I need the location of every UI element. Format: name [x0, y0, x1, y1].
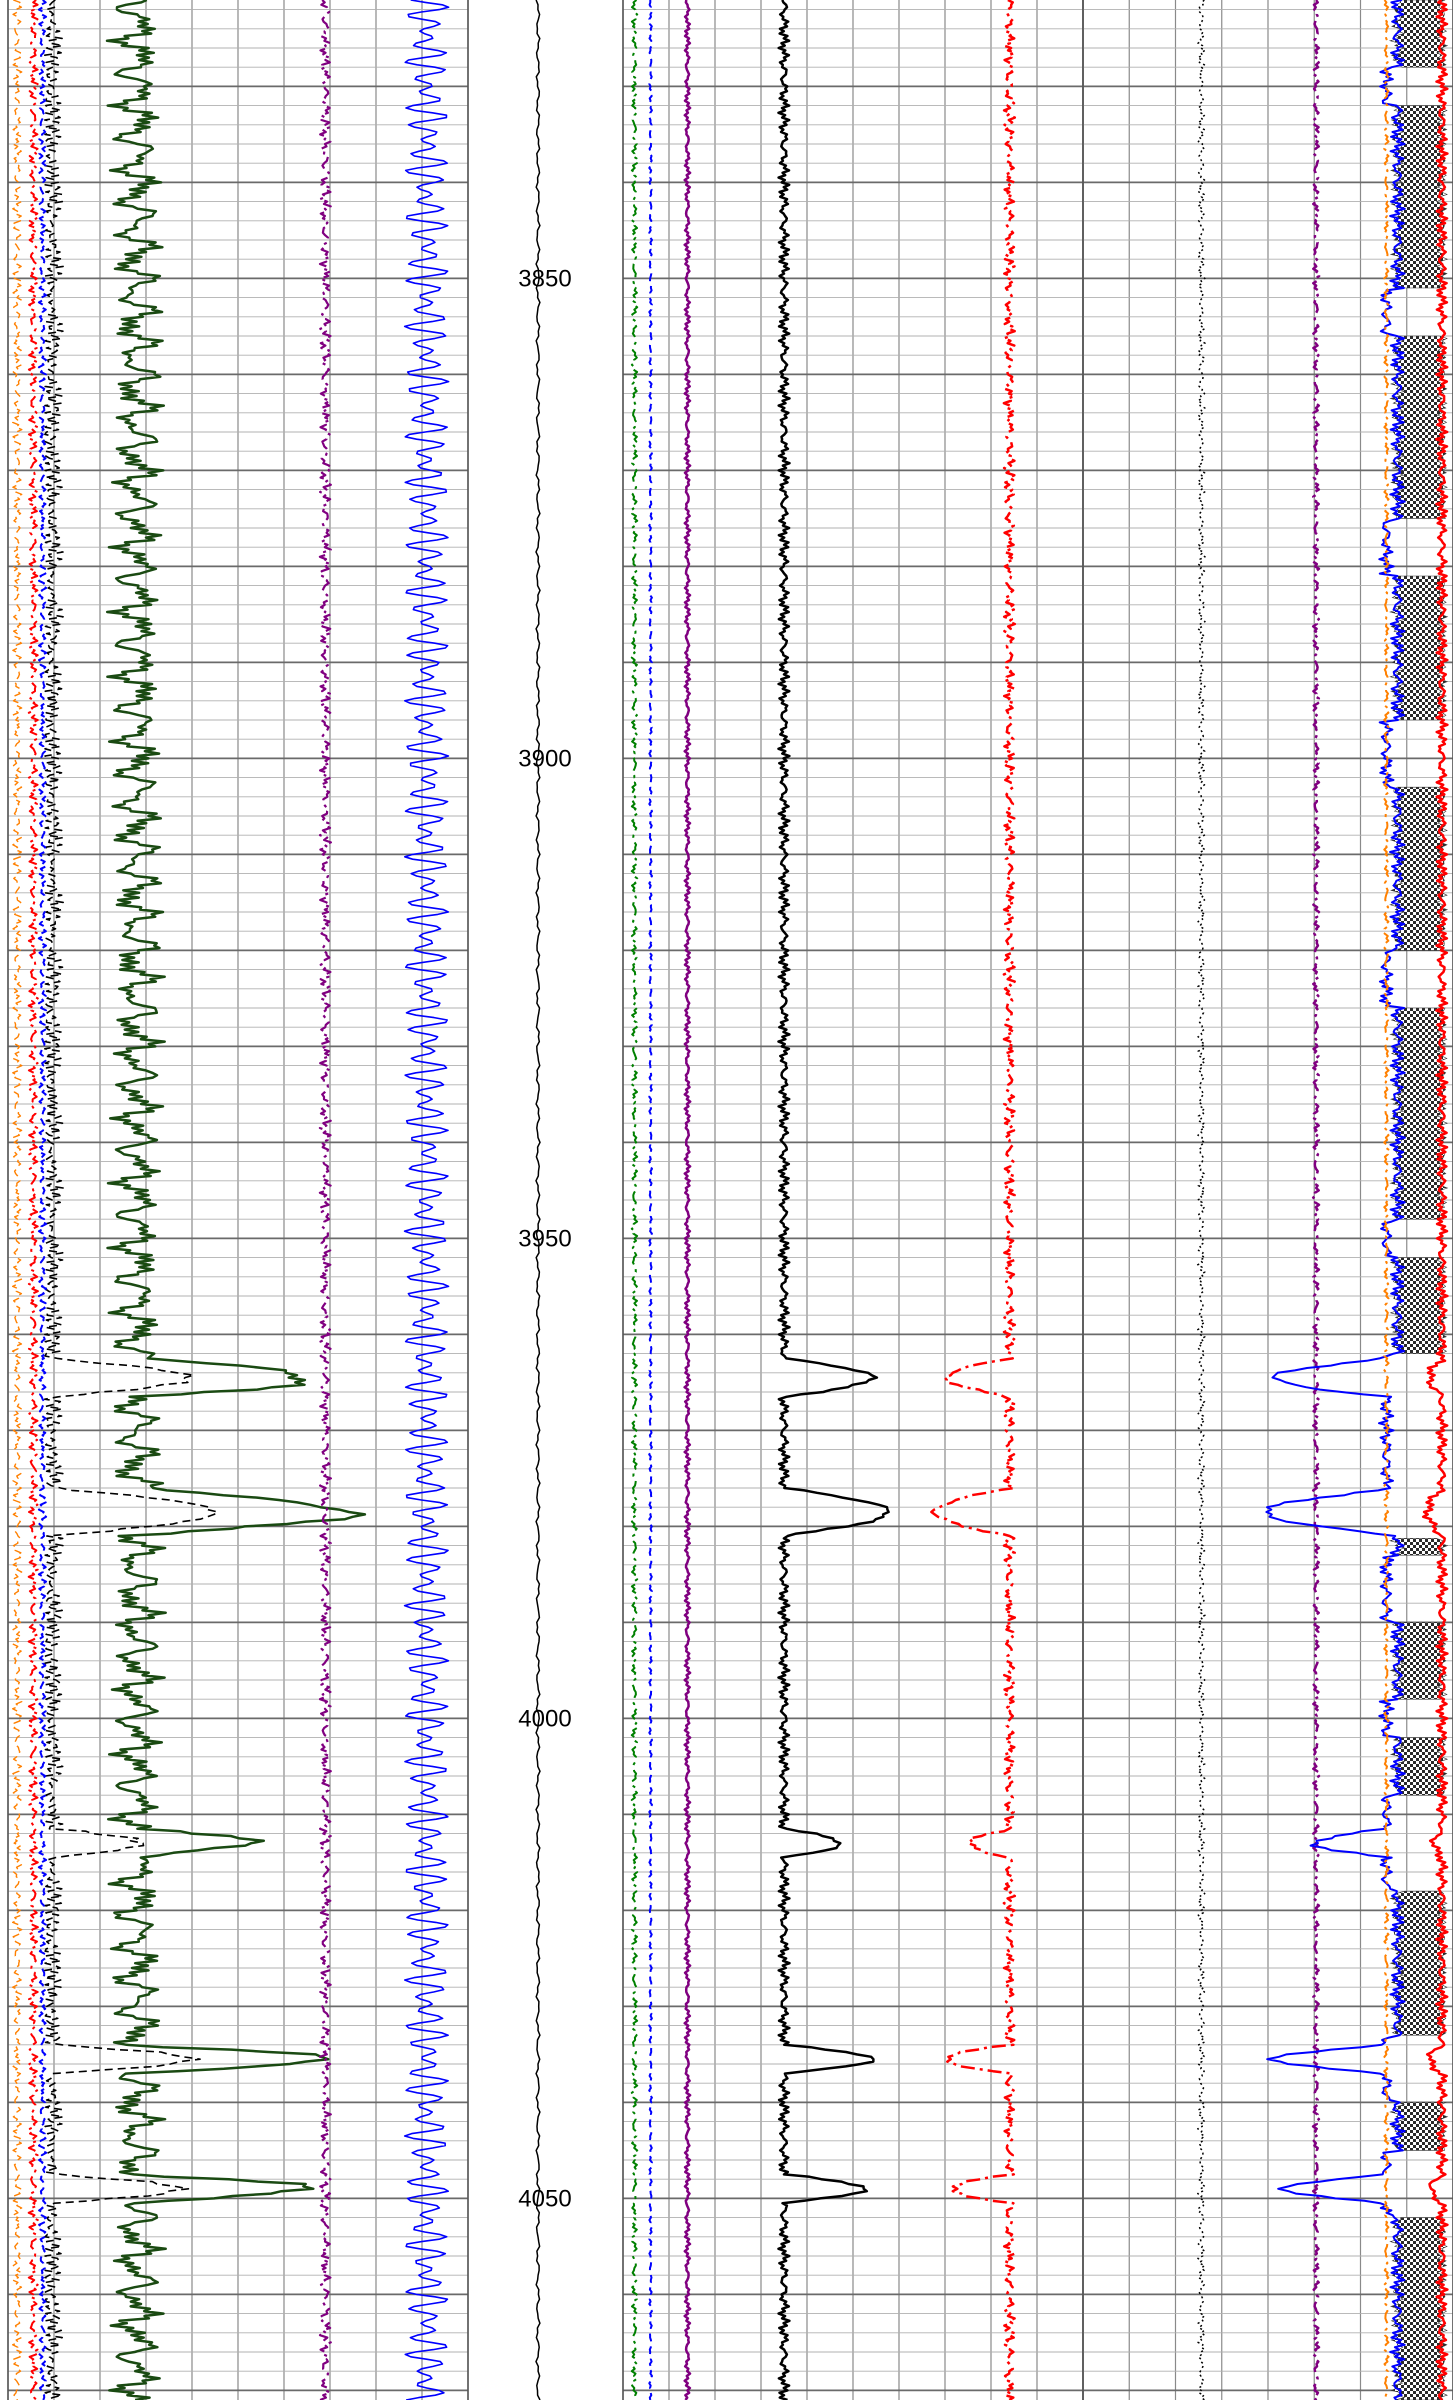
depth-label: 3900	[518, 745, 571, 772]
series-line	[930, 0, 1017, 2400]
series-line	[11, 0, 23, 2400]
series-line	[1265, 0, 1406, 2400]
shading-polygon	[1389, 1257, 1448, 1354]
crossover-shading	[1388, 0, 1449, 2400]
series-line	[1196, 0, 1206, 2400]
track-3	[1082, 0, 1453, 2400]
depth-label: 4050	[518, 2185, 571, 2212]
series-line	[37, 0, 48, 2400]
series-line	[403, 0, 450, 2400]
depth-labels: 3850 3900 3950 4000 4050	[518, 265, 571, 2212]
series-line	[43, 0, 219, 2400]
series-line	[105, 0, 367, 2400]
series-line	[27, 0, 39, 2400]
depth-track: 3850 3900 3950 4000 4050	[518, 0, 572, 2400]
series-line	[1421, 0, 1449, 2400]
shading-polygon	[1389, 2102, 1449, 2151]
series-line	[1383, 0, 1390, 2400]
series-line	[777, 0, 890, 2400]
series-line	[1311, 0, 1321, 2400]
shading-polygon	[1388, 0, 1449, 68]
track-grid	[7, 0, 469, 2400]
track-2	[622, 0, 1084, 2400]
depth-line	[535, 0, 541, 2400]
depth-label: 3850	[518, 265, 571, 292]
track-1	[7, 0, 469, 2400]
shading-polygon	[1388, 1538, 1449, 1556]
depth-label: 4000	[518, 1705, 571, 1732]
series-line	[683, 0, 692, 2400]
depth-label: 3950	[518, 1225, 571, 1252]
series-line	[630, 0, 639, 2400]
shading-polygon	[1389, 1890, 1448, 2036]
